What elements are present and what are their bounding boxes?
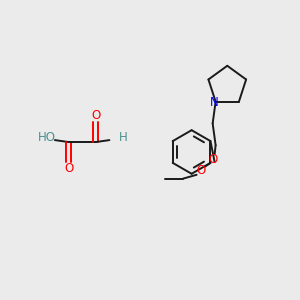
Text: O: O [196, 164, 205, 177]
Text: N: N [210, 96, 219, 109]
Text: H: H [119, 130, 128, 144]
Text: O: O [91, 109, 100, 122]
Text: O: O [64, 162, 74, 175]
Text: HO: HO [38, 130, 56, 144]
Text: O: O [208, 153, 217, 166]
